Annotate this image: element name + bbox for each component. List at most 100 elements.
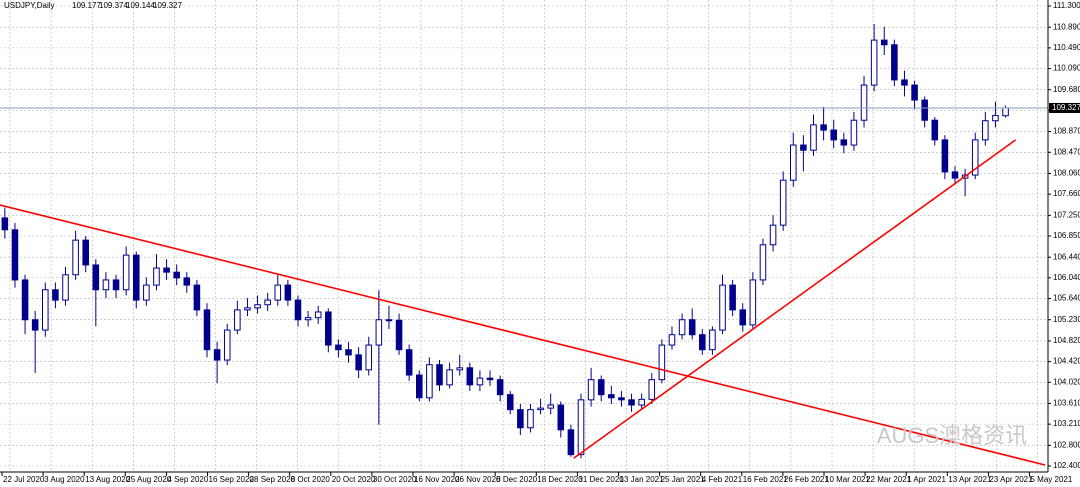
x-tick-label: 4 Sep 2020 [167, 475, 208, 484]
candle-body [112, 279, 120, 291]
candle-body [314, 311, 322, 319]
y-tick-label: 109.680 [1053, 85, 1080, 94]
candle-body [830, 129, 837, 141]
x-tick-label: 16 Nov 2020 [414, 475, 460, 484]
x-tick-label: 8 Oct 2020 [291, 475, 331, 484]
candle-body [395, 319, 403, 351]
candle-body [294, 299, 302, 321]
x-tick-label: 1 Apr 2021 [907, 475, 946, 484]
x-tick-label: 23 Apr 2021 [989, 475, 1033, 484]
candle-body [709, 329, 716, 351]
candle-body [648, 379, 656, 400]
candle-body [941, 139, 949, 173]
candle-body [92, 264, 100, 291]
candle-body [122, 254, 130, 291]
y-tick-label: 110.090 [1053, 64, 1080, 73]
candle-body [577, 399, 585, 456]
candle-body [203, 309, 211, 351]
candle-body [921, 99, 928, 121]
candle-body [517, 409, 524, 429]
candle-body [527, 409, 534, 429]
x-tick-label: 3 Aug 2020 [44, 475, 85, 484]
x-tick-label: 26 Feb 2021 [784, 475, 829, 484]
y-tick-label: 110.890 [1053, 22, 1080, 31]
candle-body [870, 39, 878, 86]
candle-body [759, 244, 767, 281]
candle-body [446, 369, 453, 386]
y-tick-label: 107.660 [1053, 189, 1080, 198]
candle-body [436, 364, 443, 386]
candle-body [476, 377, 484, 386]
candle-body [638, 398, 645, 406]
x-tick-label: 16 Sep 2020 [209, 475, 255, 484]
x-tick-label: 4 Feb 2021 [702, 475, 743, 484]
grid [0, 0, 1048, 472]
candle-body [810, 124, 817, 151]
trend-line [573, 139, 1017, 459]
candle-body [800, 144, 807, 151]
y-tick-label: 106.040 [1053, 273, 1080, 282]
y-tick-label: 104.420 [1053, 357, 1080, 366]
x-tick-label: 5 May 2021 [1031, 475, 1073, 484]
candle-body [749, 279, 757, 326]
watermark: AUGS澳格资讯 [877, 423, 1027, 448]
candle-body [911, 84, 918, 101]
y-tick-label: 102.400 [1053, 461, 1080, 470]
candle-body [486, 377, 494, 381]
candle-body [163, 267, 170, 273]
candle-body [385, 319, 393, 322]
candle-body [345, 349, 352, 356]
candle-body [982, 120, 989, 141]
candle-body [658, 344, 666, 381]
candle-body [31, 319, 39, 331]
candle-body [769, 224, 777, 246]
plot-area [0, 24, 1048, 466]
candle-body [173, 271, 180, 279]
y-tick-label: 108.060 [1053, 169, 1080, 178]
candle-body [597, 379, 605, 396]
x-tick-label: 18 Dec 2020 [537, 475, 583, 484]
y-tick-label: 104.020 [1053, 377, 1080, 386]
candle-body [496, 379, 504, 396]
x-tick-label: 16 Feb 2021 [743, 475, 788, 484]
candle-body [405, 349, 413, 376]
candle-body [618, 397, 625, 401]
y-tick-label: 105.230 [1053, 315, 1080, 324]
candle-body [416, 374, 423, 399]
candle-body [688, 319, 696, 336]
x-tick-label: 22 Jul 2020 [3, 475, 45, 484]
x-tick-label: 8 Dec 2020 [496, 475, 537, 484]
trend-line [0, 204, 1046, 466]
candle-body [355, 354, 362, 371]
candle-body [891, 44, 898, 81]
candle-body [11, 229, 19, 281]
candle-body [678, 319, 686, 336]
y-tick-label: 108.870 [1053, 127, 1080, 136]
y-tick-label: 108.470 [1053, 147, 1080, 156]
y-tick-label: 106.440 [1053, 252, 1080, 261]
candle-body [193, 284, 201, 311]
candle-body [850, 119, 858, 146]
candle-body [325, 311, 332, 346]
x-tick-label: 13 Jan 2021 [620, 475, 665, 484]
x-tick-label: 13 Aug 2020 [85, 475, 130, 484]
candle-body [82, 239, 89, 266]
price-label: 109.327 [1052, 103, 1080, 112]
candle-body [547, 404, 554, 409]
candle-body [971, 139, 979, 176]
candle-body [426, 364, 433, 399]
candle-body [264, 299, 271, 306]
candle-body [254, 304, 261, 309]
candle-body [951, 171, 959, 179]
header-open: 109.177 [72, 1, 101, 10]
candle-body [789, 144, 797, 181]
candle-body [699, 334, 706, 351]
candle-body [931, 119, 939, 141]
candle-body [132, 254, 140, 301]
candle-body [567, 429, 575, 456]
candle-body [42, 289, 49, 331]
x-tick-label: 25 Aug 2020 [126, 475, 171, 484]
symbol-label: USDJPY,Daily [4, 1, 55, 10]
